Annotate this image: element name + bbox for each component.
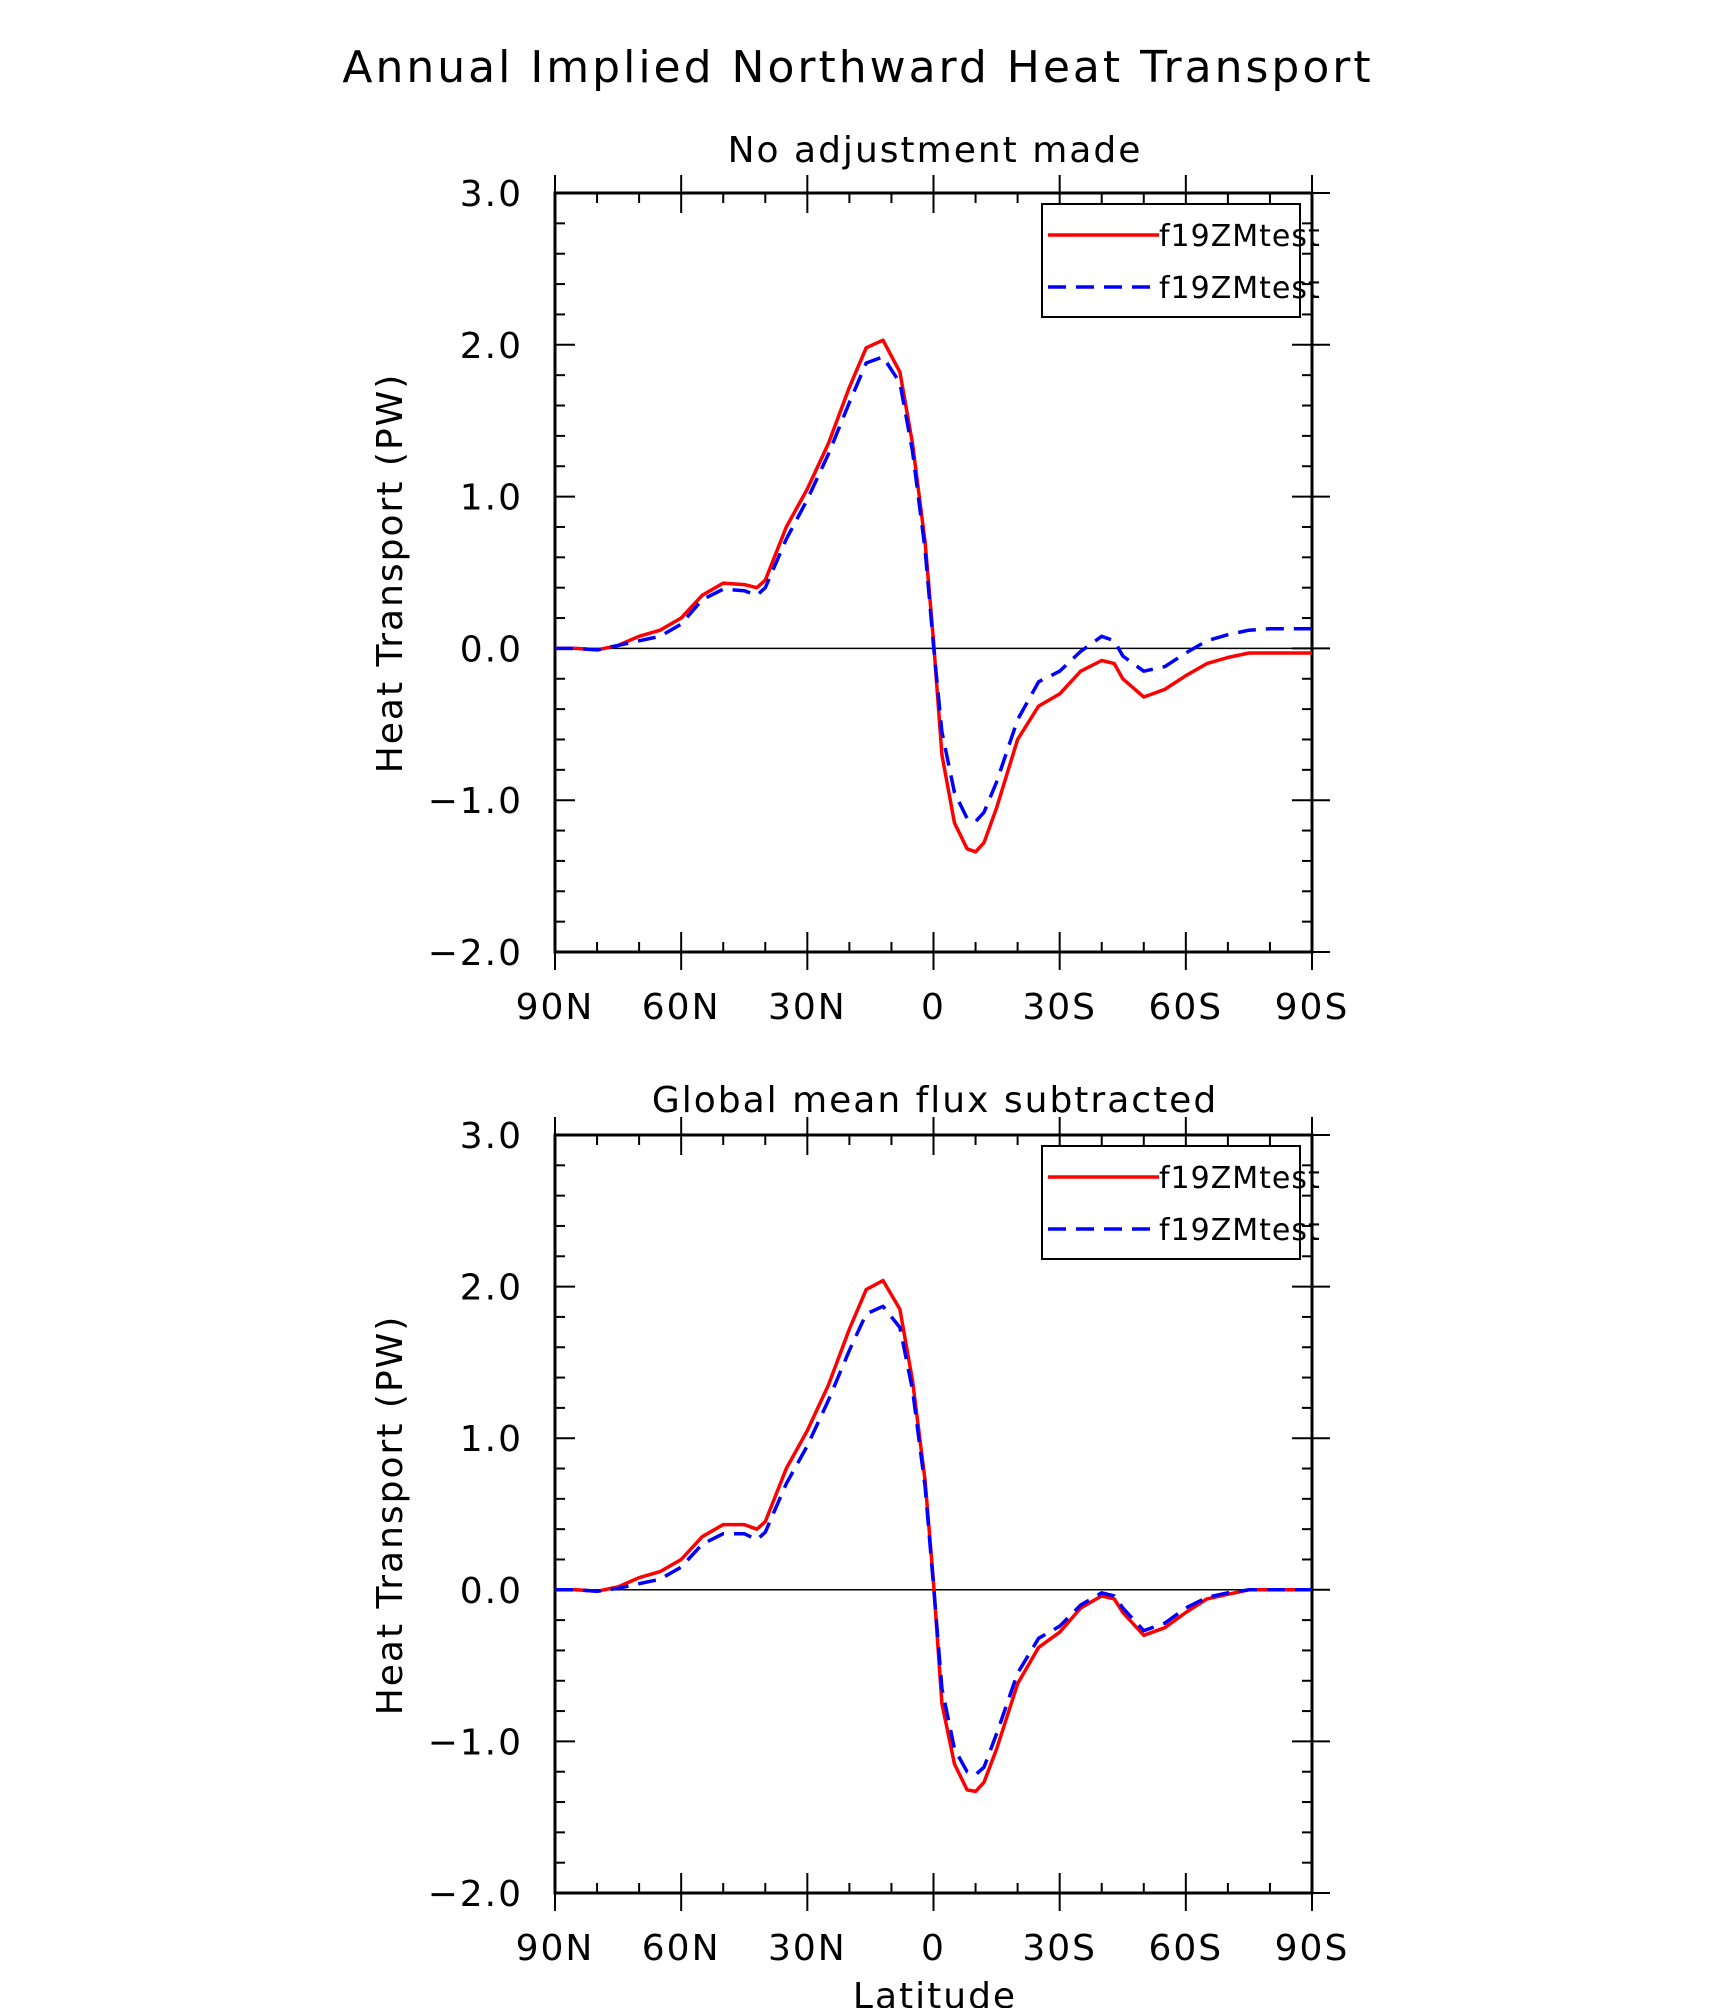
series-line-blue <box>555 1304 1312 1777</box>
y-tick-label: 0.0 <box>460 1571 523 1612</box>
x-tick-label: 60S <box>1148 1928 1223 1969</box>
series-line-red <box>555 1278 1312 1794</box>
y-tick-label: 2.0 <box>460 326 523 367</box>
x-tick-label: 60N <box>642 1928 721 1969</box>
x-tick-label: 30S <box>1022 1928 1097 1969</box>
y-tick-label: −1.0 <box>428 1722 523 1763</box>
x-tick-label: 30S <box>1022 987 1097 1028</box>
x-tick-label: 30N <box>768 987 847 1028</box>
chart-panel-top: No adjustment made Heat Transport (PW) 3… <box>370 130 1350 1028</box>
y-tick-label: 1.0 <box>460 478 523 519</box>
legend-box <box>1041 1145 1301 1260</box>
legend-label: f19ZMtest <box>1159 271 1321 306</box>
y-tick-label: 1.0 <box>460 1419 523 1460</box>
legend-label: f19ZMtest <box>1159 1213 1321 1248</box>
x-axis-label: Latitude <box>853 1976 1017 2008</box>
x-tick-label: 90S <box>1275 987 1350 1028</box>
x-tick-label: 60N <box>642 987 721 1028</box>
x-tick-label: 90N <box>516 987 595 1028</box>
y-tick-label: 3.0 <box>460 174 523 215</box>
chart-panel-bottom: Global mean flux subtracted Heat Transpo… <box>370 1080 1350 2008</box>
y-tick-label: −2.0 <box>428 933 523 974</box>
y-tick-label: 3.0 <box>460 1116 523 1157</box>
y-axis-label: Heat Transport (PW) <box>370 1315 411 1716</box>
chart-title: Global mean flux subtracted <box>652 1080 1218 1121</box>
x-tick-label: 90N <box>516 1928 595 1969</box>
y-tick-label: 2.0 <box>460 1268 523 1309</box>
figure-title: Annual Implied Northward Heat Transport <box>342 42 1373 93</box>
x-tick-label: 90S <box>1275 1928 1350 1969</box>
legend-box <box>1041 203 1301 318</box>
x-tick-label: 0 <box>921 1928 946 1969</box>
series-line-red <box>555 338 1312 854</box>
y-tick-label: 0.0 <box>460 629 523 670</box>
legend-label: f19ZMtest <box>1159 1161 1321 1196</box>
legend-label: f19ZMtest <box>1159 219 1321 254</box>
x-tick-label: 0 <box>921 987 946 1028</box>
x-tick-label: 60S <box>1148 987 1223 1028</box>
y-tick-label: −1.0 <box>428 781 523 822</box>
series-line-blue <box>555 355 1312 824</box>
y-tick-label: −2.0 <box>428 1874 523 1915</box>
chart-title: No adjustment made <box>728 130 1143 171</box>
y-axis-label: Heat Transport (PW) <box>370 373 411 774</box>
x-tick-label: 30N <box>768 1928 847 1969</box>
